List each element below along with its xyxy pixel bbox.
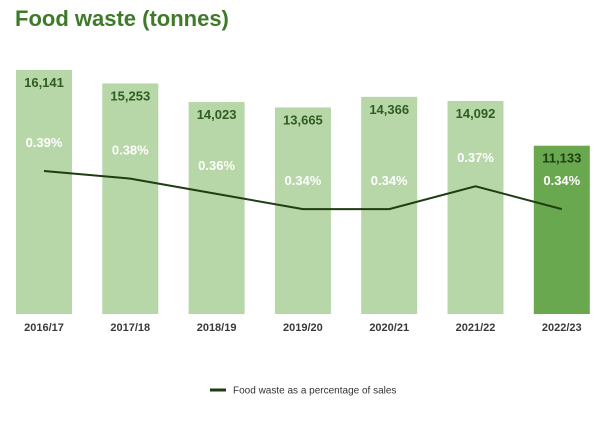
percentage-line <box>43 170 563 211</box>
bar-group: 16,141 15,253 14,023 13,665 14,366 14,092 11,1… <box>16 70 590 314</box>
bar-value-label: 14,366 <box>369 102 409 117</box>
chart-title: Food waste (tonnes) <box>15 6 229 31</box>
percentage-label: 0.37% <box>457 150 494 165</box>
percentage-label: 0.39% <box>26 135 63 150</box>
legend-label: Food waste as a percentage of sales <box>233 386 396 397</box>
percentage-label: 0.34% <box>371 173 408 188</box>
bar-value-label: 13,665 <box>283 112 323 127</box>
x-tick-label: 2016/17 <box>24 322 64 334</box>
x-axis-ticks: 2016/17 2017/18 2018/19 2019/20 2020/21 2021/… <box>24 322 582 334</box>
bar-value-label: 16,141 <box>24 75 64 90</box>
bar-2019-20 <box>274 107 331 314</box>
percentage-label: 0.36% <box>198 158 235 173</box>
bar-value-label: 14,023 <box>197 107 237 122</box>
bar-value-label: 14,092 <box>456 106 496 121</box>
x-tick-label: 2018/19 <box>197 322 237 334</box>
x-tick-label: 2022/23 <box>542 322 582 334</box>
bar-2022-23 <box>533 145 590 314</box>
legend: Food waste as a percentage of sales <box>210 386 396 397</box>
bar-2018-19 <box>188 102 245 314</box>
bar-2017-18 <box>102 83 159 314</box>
x-tick-label: 2017/18 <box>110 322 150 334</box>
bar-2016-17 <box>16 70 72 314</box>
percentage-label: 0.34% <box>284 173 321 188</box>
x-tick-label: 2020/21 <box>369 322 409 334</box>
bar-value-label: 11,133 <box>542 151 581 166</box>
bar-2020-21 <box>361 96 418 314</box>
bar-2021-22 <box>447 100 504 314</box>
line-group: 0.39% 0.38% 0.36% 0.34% 0.34% 0.37% 0.34% <box>26 135 581 211</box>
percentage-label: 0.34% <box>543 173 580 188</box>
percentage-label: 0.38% <box>112 143 149 158</box>
x-tick-label: 2019/20 <box>283 322 323 334</box>
x-tick-label: 2021/22 <box>456 322 496 334</box>
bar-value-label: 15,253 <box>110 88 150 103</box>
